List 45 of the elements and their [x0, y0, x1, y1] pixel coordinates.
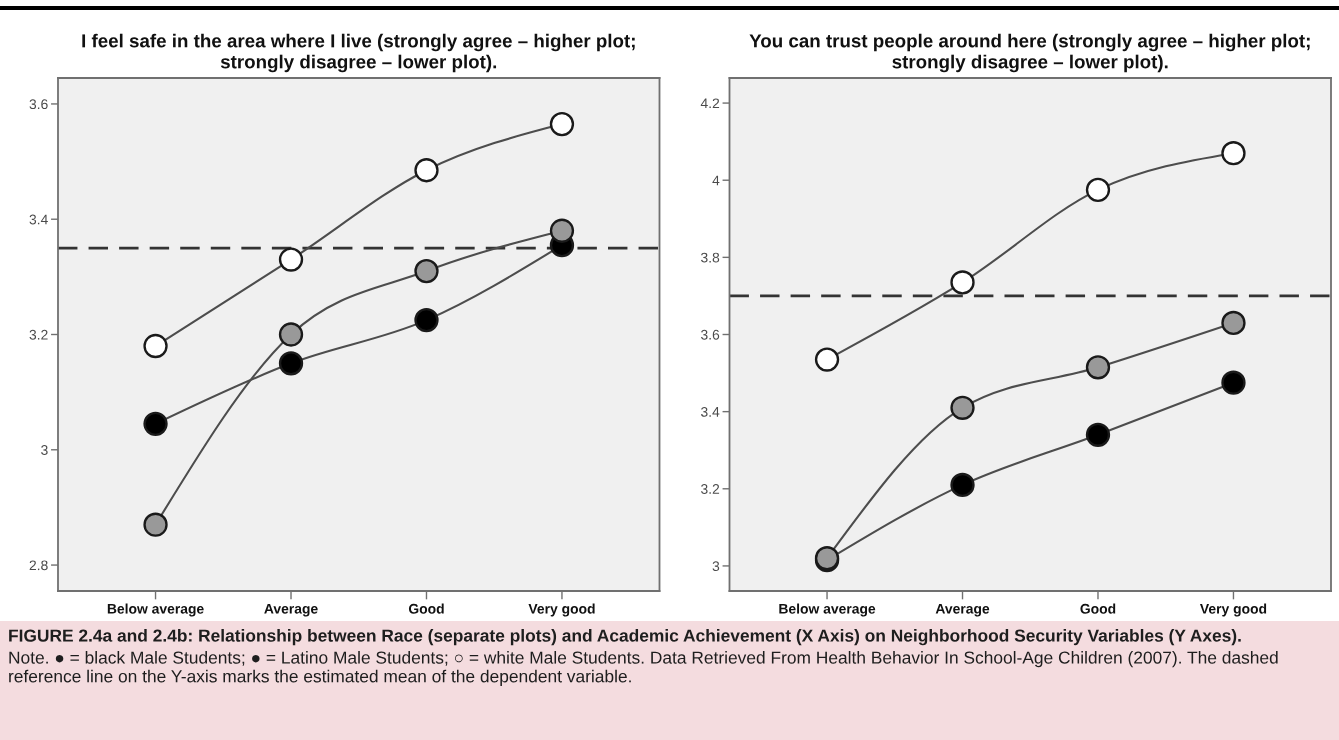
text: Note. ● = black Male Students; ● = Latino Male Students; ○ = white Male Students. Data Retrieved From Health Behavior In School-Age Children (2007). The dashed reference line on the Y-axis marks the estimated mean of the dependent variable. [9, 651, 1278, 686]
caption: FIGURE 2.4a and 2.4b: Relationship between Race (separate plots) and Academic Achievement (X Axis) on Neighborhood Security Variables (Y Axes). [9, 629, 1241, 646]
y-tick-label: 2.8 [29, 560, 48, 571]
y-tick-label: 3 [712, 561, 720, 572]
point [1085, 177, 1111, 203]
point [1085, 355, 1111, 380]
x-tick-label: Below average [107, 603, 204, 617]
point [1221, 310, 1246, 336]
point [278, 322, 304, 347]
point [143, 333, 168, 359]
point [278, 247, 304, 272]
point [143, 512, 168, 537]
point [549, 111, 575, 137]
y-tick-label: 3.6 [701, 329, 720, 340]
y-tick-label: 3.8 [701, 252, 720, 263]
chart-title: I feel safe in the area where I live (strongly agree – higher plot; strongly disagree – lower plot). [82, 33, 635, 73]
x-tick-label: Below average [779, 603, 876, 617]
x-tick-label: Good [1080, 603, 1116, 614]
point [414, 158, 439, 183]
y-tick-label: 3 [41, 445, 48, 455]
point [950, 270, 975, 295]
y-tick-label: 4 [712, 175, 720, 186]
point [414, 258, 439, 284]
y-tick-label: 3.2 [701, 484, 720, 494]
x-tick-label: Very good [528, 603, 595, 617]
point [278, 351, 304, 376]
x-tick-label: Very good [1199, 603, 1267, 617]
point [549, 218, 575, 243]
y-tick-label: 4.2 [700, 98, 720, 109]
y-tick-label: 3.2 [29, 329, 48, 340]
point [950, 395, 975, 420]
point [950, 472, 975, 498]
point [143, 411, 168, 436]
x-tick-label: Average [935, 603, 990, 617]
x-tick-label: Average [264, 603, 318, 617]
x-tick-label: Good [408, 603, 444, 614]
point [414, 307, 439, 333]
y-tick-label: 3.4 [29, 214, 48, 225]
point [1221, 141, 1246, 166]
point [1085, 422, 1111, 447]
y-tick-label: 3.6 [29, 99, 48, 110]
point [1221, 370, 1246, 395]
point [814, 347, 840, 372]
y-tick-label: 3.4 [701, 406, 720, 417]
chart-title: You can trust people around here (strongly agree – higher plot; strongly disagree – lower plot). [749, 33, 1310, 73]
